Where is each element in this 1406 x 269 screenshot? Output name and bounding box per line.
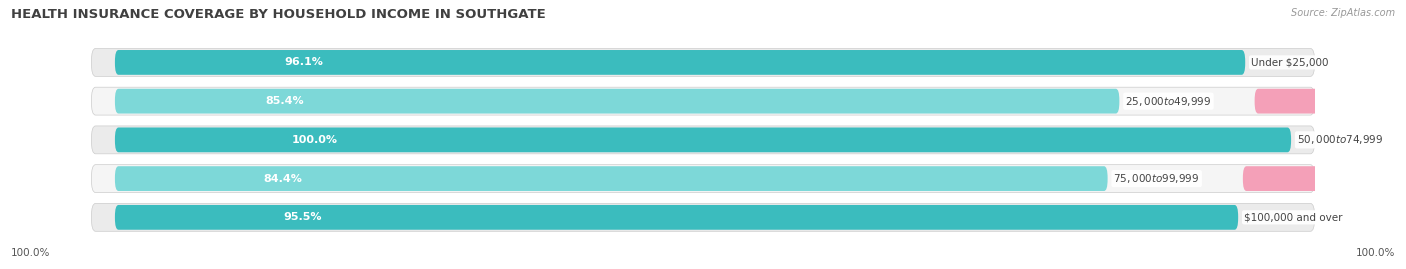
Text: 100.0%: 100.0% <box>291 135 337 145</box>
FancyBboxPatch shape <box>1254 89 1406 114</box>
Text: $75,000 to $99,999: $75,000 to $99,999 <box>1114 172 1199 185</box>
Text: 96.1%: 96.1% <box>284 57 323 68</box>
Text: $50,000 to $74,999: $50,000 to $74,999 <box>1296 133 1384 146</box>
Text: HEALTH INSURANCE COVERAGE BY HOUSEHOLD INCOME IN SOUTHGATE: HEALTH INSURANCE COVERAGE BY HOUSEHOLD I… <box>11 8 546 21</box>
Text: Under $25,000: Under $25,000 <box>1251 57 1329 68</box>
Text: 85.4%: 85.4% <box>266 96 304 106</box>
Text: 95.5%: 95.5% <box>284 212 322 222</box>
Text: 84.4%: 84.4% <box>264 174 302 184</box>
Text: Source: ZipAtlas.com: Source: ZipAtlas.com <box>1291 8 1395 18</box>
FancyBboxPatch shape <box>115 89 1119 114</box>
FancyBboxPatch shape <box>115 128 1291 152</box>
FancyBboxPatch shape <box>91 203 1315 231</box>
Text: $100,000 and over: $100,000 and over <box>1244 212 1343 222</box>
FancyBboxPatch shape <box>115 50 1246 75</box>
FancyBboxPatch shape <box>91 87 1315 115</box>
FancyBboxPatch shape <box>91 165 1315 193</box>
Text: 100.0%: 100.0% <box>11 248 51 258</box>
FancyBboxPatch shape <box>115 205 1239 230</box>
FancyBboxPatch shape <box>1243 166 1406 191</box>
FancyBboxPatch shape <box>115 166 1108 191</box>
Text: $25,000 to $49,999: $25,000 to $49,999 <box>1125 95 1212 108</box>
FancyBboxPatch shape <box>91 48 1315 76</box>
FancyBboxPatch shape <box>1381 50 1406 75</box>
FancyBboxPatch shape <box>1374 205 1406 230</box>
Text: 100.0%: 100.0% <box>1355 248 1395 258</box>
FancyBboxPatch shape <box>91 126 1315 154</box>
